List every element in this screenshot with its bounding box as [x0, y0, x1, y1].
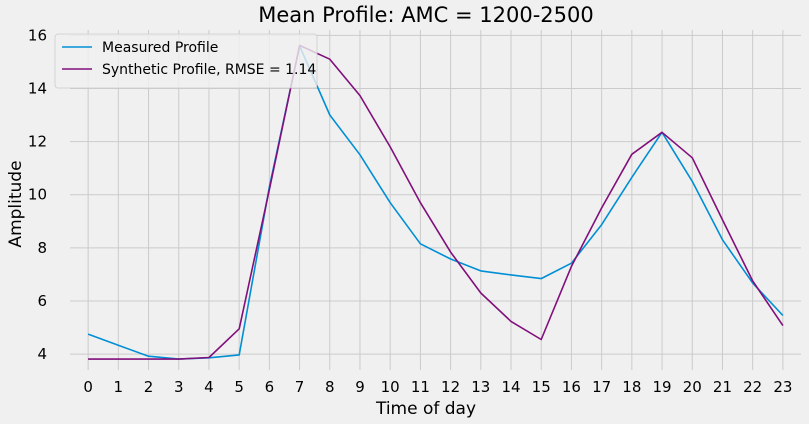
legend-label-synthetic: Synthetic Profile, RMSE = 1.14	[102, 62, 316, 78]
x-tick-label: 7	[295, 378, 305, 396]
x-tick-label: 0	[83, 378, 93, 396]
y-tick-label: 16	[28, 26, 47, 44]
x-tick-label: 20	[683, 378, 702, 396]
x-tick-label: 15	[532, 378, 551, 396]
x-tick-label: 22	[743, 378, 762, 396]
x-tick-label: 18	[622, 378, 641, 396]
x-tick-label: 12	[441, 378, 460, 396]
y-tick-label: 4	[37, 345, 47, 363]
legend: Measured Profile Synthetic Profile, RMSE…	[54, 33, 318, 89]
x-tick-label: 3	[174, 378, 184, 396]
x-tick-label: 8	[325, 378, 335, 396]
x-tick-label: 1	[114, 378, 124, 396]
y-tick-label: 14	[28, 79, 47, 97]
legend-label-measured: Measured Profile	[102, 40, 218, 56]
series-layer	[87, 44, 784, 360]
legend-box	[54, 33, 318, 89]
x-tick-label: 23	[773, 378, 792, 396]
y-axis-label: Amplitude	[6, 160, 26, 247]
series-line-1	[88, 44, 784, 360]
x-tick-label: 9	[355, 378, 365, 396]
x-tick-label: 17	[592, 378, 611, 396]
x-tick-label: 4	[204, 378, 214, 396]
x-tick-label: 6	[265, 378, 275, 396]
x-tick-label: 19	[653, 378, 672, 396]
x-tick-label: 16	[562, 378, 581, 396]
tick-labels: 0 1 2 3 4 5 6 7 8 9 10 11 12 13 14 15 16 17 18 19 20 21 22 2346…	[28, 26, 793, 396]
x-tick-label: 21	[713, 378, 732, 396]
x-tick-label: 14	[501, 378, 520, 396]
x-tick-label: 10	[381, 378, 400, 396]
chart-title: Mean Profile: AMC = 1200-2500	[258, 3, 594, 27]
x-tick-label: 11	[411, 378, 430, 396]
y-tick-label: 10	[28, 186, 47, 204]
x-tick-label: 5	[234, 378, 244, 396]
x-tick-label: 13	[471, 378, 490, 396]
x-axis-label: Time of day	[375, 399, 476, 419]
y-tick-label: 6	[37, 292, 47, 310]
y-tick-label: 8	[37, 239, 47, 257]
x-tick-label: 2	[144, 378, 154, 396]
y-tick-label: 12	[28, 133, 47, 151]
